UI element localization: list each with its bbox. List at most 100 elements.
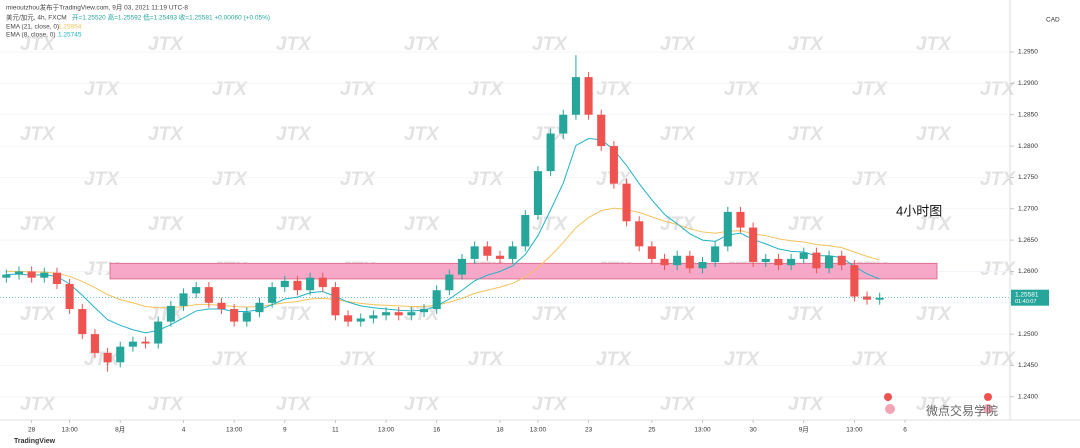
watermark: JTX [980,79,1016,100]
watermark: JTX [788,124,824,145]
countdown: 01:40:07 [1015,299,1036,305]
watermark: JTX [724,169,760,190]
watermark: JTX [276,124,312,145]
candle-body [508,246,517,259]
x-tick-label: 13:00 [694,427,711,434]
candle-body [331,287,340,316]
event-icon [983,404,993,414]
watermark: JTX [404,124,440,145]
candle-body [230,309,239,322]
candle-body [293,280,302,291]
grid [0,51,1010,398]
candle-body [862,296,872,300]
watermark: JTX [852,169,888,190]
candle-body [546,133,555,172]
watermark: JTX [724,79,760,100]
candle-body [837,255,846,266]
watermark: JTX [84,349,120,370]
legend-name: EMA (21, close, 0) [6,24,59,31]
candle-body [445,274,454,291]
candle-body [799,252,808,259]
currency: CAD [1046,17,1060,24]
watermark: JTX [20,124,56,145]
candle-body [774,258,783,266]
candle-body [344,315,353,322]
watermark: JTX [20,214,56,235]
candle-body [495,255,505,259]
candle-body [2,274,11,278]
candle-body [394,312,403,316]
watermark: JTX [916,34,952,55]
x-tick-label: 13:00 [846,427,863,434]
candle-body [761,258,770,263]
candle-body [27,271,36,278]
watermark: JTX [148,304,184,325]
watermark: JTX [276,394,312,415]
event-icon [884,393,892,401]
candle-body [850,265,859,297]
watermark: JTX [340,79,376,100]
candle-body [306,277,315,291]
watermark: JTX [20,394,56,415]
watermark: JTX [788,304,824,325]
candle-body [318,277,327,288]
watermark: JTX [468,169,504,190]
y-tick-label: 1.2600 [1018,268,1038,275]
candle-body [166,305,175,322]
candle-body [673,255,682,266]
candle-body [432,290,441,310]
y-tick-label: 1.2500 [1018,331,1038,338]
zone [109,262,938,280]
candle-body [40,272,49,278]
candle-body [192,287,201,294]
watermark: JTX [340,169,376,190]
watermark: JTX [84,169,120,190]
candle-body [647,246,656,259]
watermark: JTX [404,214,440,235]
y-tick-label: 1.2850 [1018,111,1038,118]
watermark: JTX [148,394,184,415]
symbol: 美元/加元, 4h, FXCM [6,13,67,22]
legend-value: 1.25745 [58,32,82,39]
candle-body [875,297,884,300]
candle-body [711,246,720,263]
ema-line [6,138,880,334]
candle-body [382,312,391,316]
y-tick-label: 1.2400 [1018,394,1038,401]
candle-body [154,321,163,344]
candle-body [825,255,834,269]
last-price-box [1011,289,1049,306]
candle-body [609,146,618,184]
watermark: JTX [468,79,504,100]
watermark: JTX [852,349,888,370]
candle-body [78,309,87,335]
candle-body [255,302,264,313]
candle-body [90,334,99,353]
candle-body [635,221,644,247]
candle-body [179,293,188,306]
candle-body [204,287,213,303]
watermark: JTX [916,214,952,235]
candle-body [280,280,289,288]
event-icon [984,393,992,401]
candle-body [407,312,416,316]
watermark: JTX [980,169,1016,190]
candle-body [65,283,74,310]
watermark: JTX [20,304,56,325]
watermark: JTX [980,349,1016,370]
watermark: JTX [596,349,632,370]
watermark: JTX [148,34,184,55]
legend-value: 1.25954 [58,24,82,31]
y-tick-label: 1.2700 [1018,205,1038,212]
watermark: JTX [404,394,440,415]
x-tick-label: 9 [283,427,287,434]
watermark: JTX [404,34,440,55]
x-tick-label: 25 [648,427,656,434]
watermark: JTX [916,304,952,325]
watermark: JTX [276,214,312,235]
candle-body [685,255,694,269]
watermark: JTX [148,214,184,235]
x-tick-label: 11 [332,427,339,434]
candle-body [622,183,631,222]
candle-body [268,287,277,303]
